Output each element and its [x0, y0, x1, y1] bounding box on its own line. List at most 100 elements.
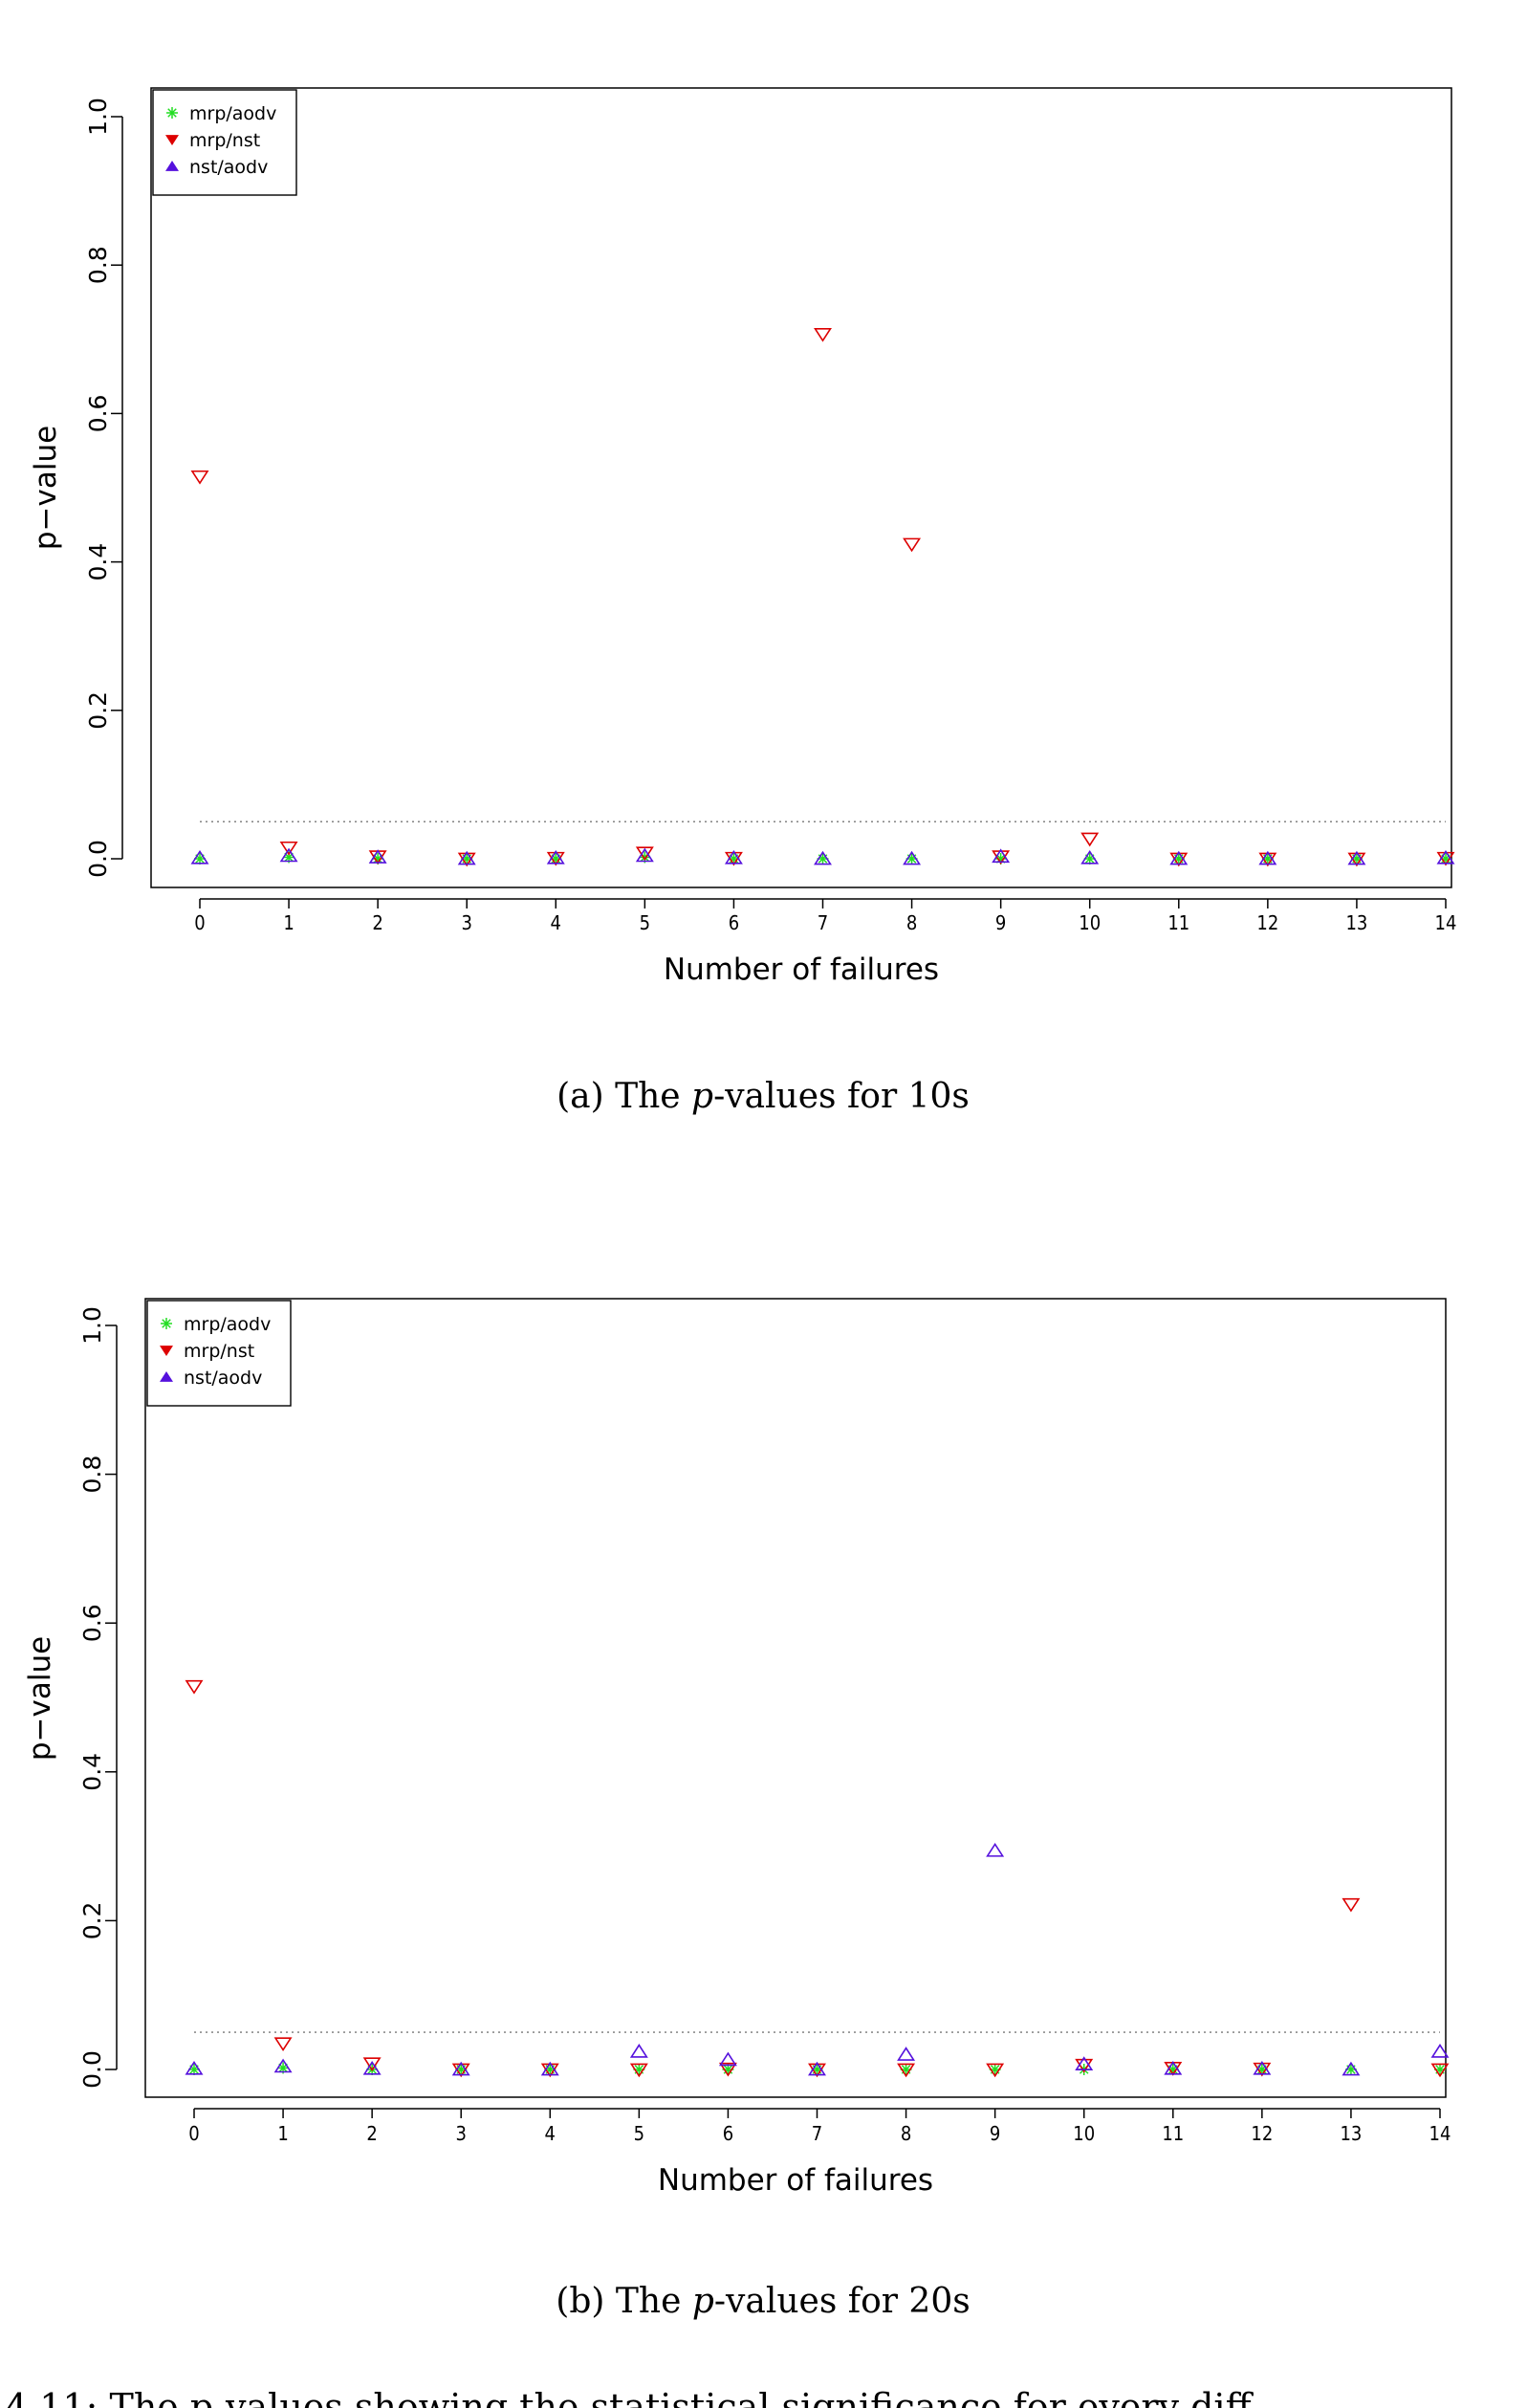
legend-label: mrp/nst	[184, 1341, 254, 1362]
data-point	[1253, 2060, 1272, 2075]
data-point	[1258, 850, 1277, 865]
legend-box	[152, 89, 297, 196]
data-point	[814, 850, 832, 865]
x-tick-label: 12	[1251, 2122, 1273, 2145]
x-tick-label: 10	[1073, 2122, 1095, 2145]
y-tick-label: 0.4	[78, 1753, 106, 1791]
data-point	[190, 849, 209, 865]
data-point	[1169, 850, 1189, 865]
x-axis-label: Number of failures	[658, 2163, 933, 2198]
x-tick-label: 0	[188, 2122, 199, 2145]
y-tick-label: 0.6	[78, 1604, 106, 1642]
plot-frame	[144, 1298, 1447, 2098]
data-point	[1342, 2061, 1361, 2076]
x-tick-label: 11	[1162, 2122, 1184, 2145]
x-tick-label: 13	[1340, 2122, 1362, 2145]
data-point	[451, 2061, 470, 2076]
legend-marker	[161, 1318, 172, 1329]
data-point	[629, 2044, 648, 2058]
x-tick-label: 5	[640, 911, 650, 934]
data-point	[1080, 832, 1100, 847]
subfigure-caption: (b) The p-values for 20s	[556, 2282, 970, 2321]
y-tick-label: 1.0	[84, 98, 112, 136]
y-tick-label: 0.8	[78, 1456, 106, 1494]
legend-marker	[160, 1346, 173, 1356]
chart-panel-b: 0.00.20.40.60.81.00 1 2 3 4 5 6 7 8 9 10 11 12 13 14Nu…	[23, 1298, 1451, 2321]
x-tick-label: 9	[995, 911, 1006, 934]
data-point	[992, 848, 1011, 864]
legend-label: mrp/aodv	[189, 103, 276, 124]
x-tick-label: 13	[1345, 911, 1367, 934]
data-point	[1342, 1897, 1361, 1913]
legend-label: nst/aodv	[184, 1368, 262, 1389]
legend-marker	[160, 1371, 173, 1382]
y-axis-label: p−value	[23, 1636, 57, 1761]
data-point	[1075, 2056, 1094, 2070]
data-point	[718, 2062, 737, 2077]
x-tick-label: 5	[634, 2122, 644, 2145]
data-point	[986, 2063, 1005, 2078]
plot-frame	[150, 87, 1452, 888]
x-tick-label: 2	[366, 2122, 377, 2145]
data-point	[903, 537, 922, 553]
data-point	[185, 2060, 204, 2075]
series-mrp-nst	[190, 327, 1455, 867]
legend-label: nst/aodv	[189, 157, 268, 178]
chart-panel-a: 0.00.20.40.60.81.00 1 2 3 4 5 6 7 8 9 10 11 12 13 14Nu…	[29, 87, 1457, 1116]
y-tick-label: 0.2	[84, 691, 112, 730]
x-tick-label: 11	[1167, 911, 1189, 934]
data-point	[273, 2058, 293, 2073]
data-point	[635, 847, 654, 863]
x-tick-label: 10	[1079, 911, 1101, 934]
y-tick-label: 0.2	[78, 1902, 106, 1940]
series-nst-aodv	[190, 847, 1455, 865]
y-tick-label: 0.8	[84, 246, 112, 284]
y-tick-label: 1.0	[78, 1306, 106, 1345]
data-point	[362, 2060, 382, 2075]
data-point	[814, 327, 832, 342]
x-tick-label: 9	[990, 2122, 1000, 2145]
x-axis-label: Number of failures	[664, 952, 939, 987]
data-point	[368, 849, 387, 864]
data-point	[1436, 849, 1455, 865]
data-point	[897, 2063, 916, 2078]
data-point	[362, 2057, 382, 2072]
y-tick-label: 0.0	[78, 2050, 106, 2089]
data-point	[718, 2051, 737, 2067]
x-tick-label: 3	[455, 2122, 466, 2145]
data-point	[1080, 849, 1100, 865]
x-tick-label: 6	[723, 2122, 733, 2145]
data-point	[457, 850, 476, 865]
legend-label: mrp/nst	[189, 130, 260, 151]
data-point	[1075, 2058, 1094, 2073]
x-tick-label: 7	[812, 2122, 822, 2145]
x-tick-label: 4	[551, 911, 561, 934]
data-point	[1430, 2063, 1450, 2078]
data-point	[279, 847, 298, 863]
data-point	[546, 849, 565, 865]
subfigure-caption: (a) The p-values for 10s	[556, 1077, 970, 1116]
x-tick-label: 2	[372, 911, 382, 934]
x-tick-label: 8	[901, 2122, 911, 2145]
x-tick-label: 14	[1429, 2122, 1451, 2145]
x-tick-label: 3	[461, 911, 471, 934]
data-point	[629, 2063, 648, 2078]
legend-label: mrp/aodv	[184, 1314, 271, 1335]
data-point	[635, 846, 654, 862]
y-tick-label: 0.4	[84, 543, 112, 581]
x-tick-label: 14	[1435, 911, 1457, 934]
data-point	[1347, 850, 1366, 865]
data-point	[279, 841, 298, 856]
data-point	[897, 2047, 916, 2061]
x-tick-label: 7	[818, 911, 828, 934]
data-point	[190, 470, 209, 485]
legend-marker	[166, 107, 178, 119]
data-point	[724, 849, 743, 865]
data-point	[808, 2061, 826, 2076]
data-point	[986, 1842, 1005, 1857]
x-tick-label: 1	[283, 911, 294, 934]
x-tick-label: 4	[545, 2122, 556, 2145]
legend-marker	[165, 135, 179, 145]
data-point	[185, 1679, 204, 1695]
